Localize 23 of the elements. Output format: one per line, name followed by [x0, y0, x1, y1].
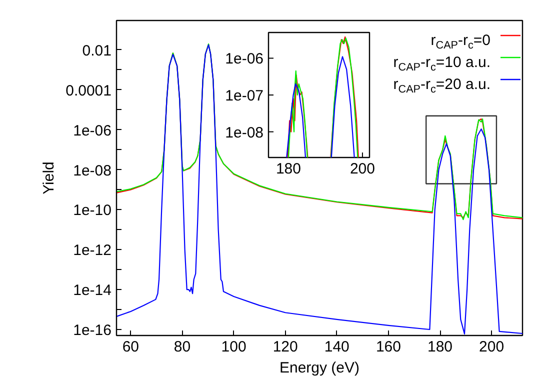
x-tick-label: 100 — [221, 338, 246, 356]
y-tick-label: 0.0001 — [66, 82, 112, 100]
x-axis-title: Energy (eV) — [279, 360, 360, 376]
y-tick-label: 1e-06 — [73, 122, 112, 140]
x-tick-label: 200 — [350, 160, 375, 178]
y-tick-label: 1e-06 — [225, 50, 264, 68]
x-tick-label: 200 — [479, 338, 504, 356]
y-tick-label: 0.01 — [82, 42, 112, 60]
x-tick-label: 60 — [122, 338, 140, 356]
x-tick-label: 140 — [324, 338, 350, 356]
y-tick-label: 1e-08 — [225, 124, 264, 142]
y-tick-label: 1e-14 — [73, 282, 112, 300]
x-tick-label: 120 — [272, 338, 298, 356]
x-tick-label: 180 — [428, 338, 453, 356]
y-tick-label: 1e-10 — [73, 202, 112, 220]
x-tick-label: 180 — [276, 160, 301, 178]
x-tick-label: 160 — [376, 338, 401, 356]
y-tick-label: 1e-16 — [73, 322, 112, 339]
y-tick-label: 1e-07 — [225, 88, 264, 104]
x-tick-label: 80 — [174, 338, 191, 356]
y-axis-title: Yield — [40, 162, 58, 194]
y-tick-label: 1e-12 — [73, 242, 112, 260]
y-tick-label: 1e-08 — [73, 162, 112, 180]
